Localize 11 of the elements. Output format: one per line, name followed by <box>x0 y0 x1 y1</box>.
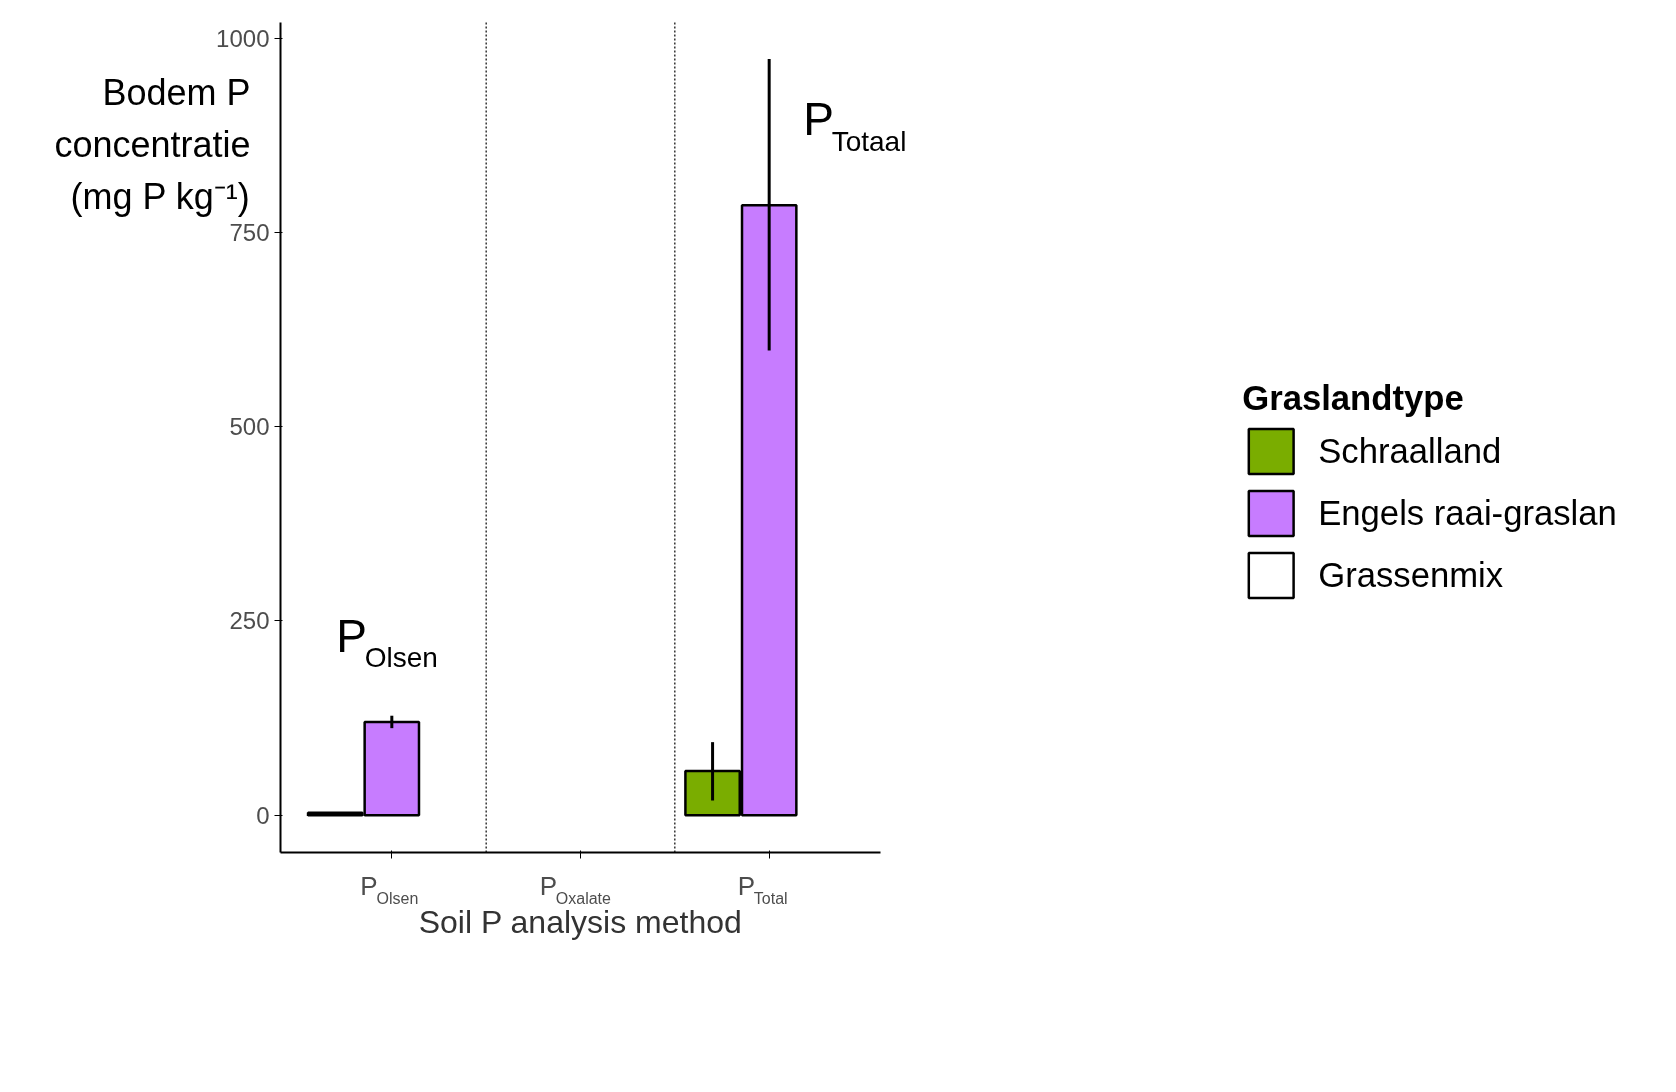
y-axis-title: Bodem P concentratie (mg P kg⁻¹) <box>54 71 251 217</box>
legend-label: Schraalland <box>1318 431 1502 471</box>
y-tick-label: 500 <box>229 413 270 441</box>
legend-title: Graslandtype <box>1242 379 1465 418</box>
y-tick-label: 750 <box>229 218 270 246</box>
y-tick-label: 250 <box>229 607 270 635</box>
y-tick-label: 1000 <box>216 24 270 52</box>
legend-label: Grassenmix <box>1318 555 1504 595</box>
x-axis-title: Soil P analysis method <box>418 903 742 940</box>
y-tick-label: 0 <box>256 801 270 829</box>
legend-label: Engels raai-graslan <box>1318 493 1617 533</box>
